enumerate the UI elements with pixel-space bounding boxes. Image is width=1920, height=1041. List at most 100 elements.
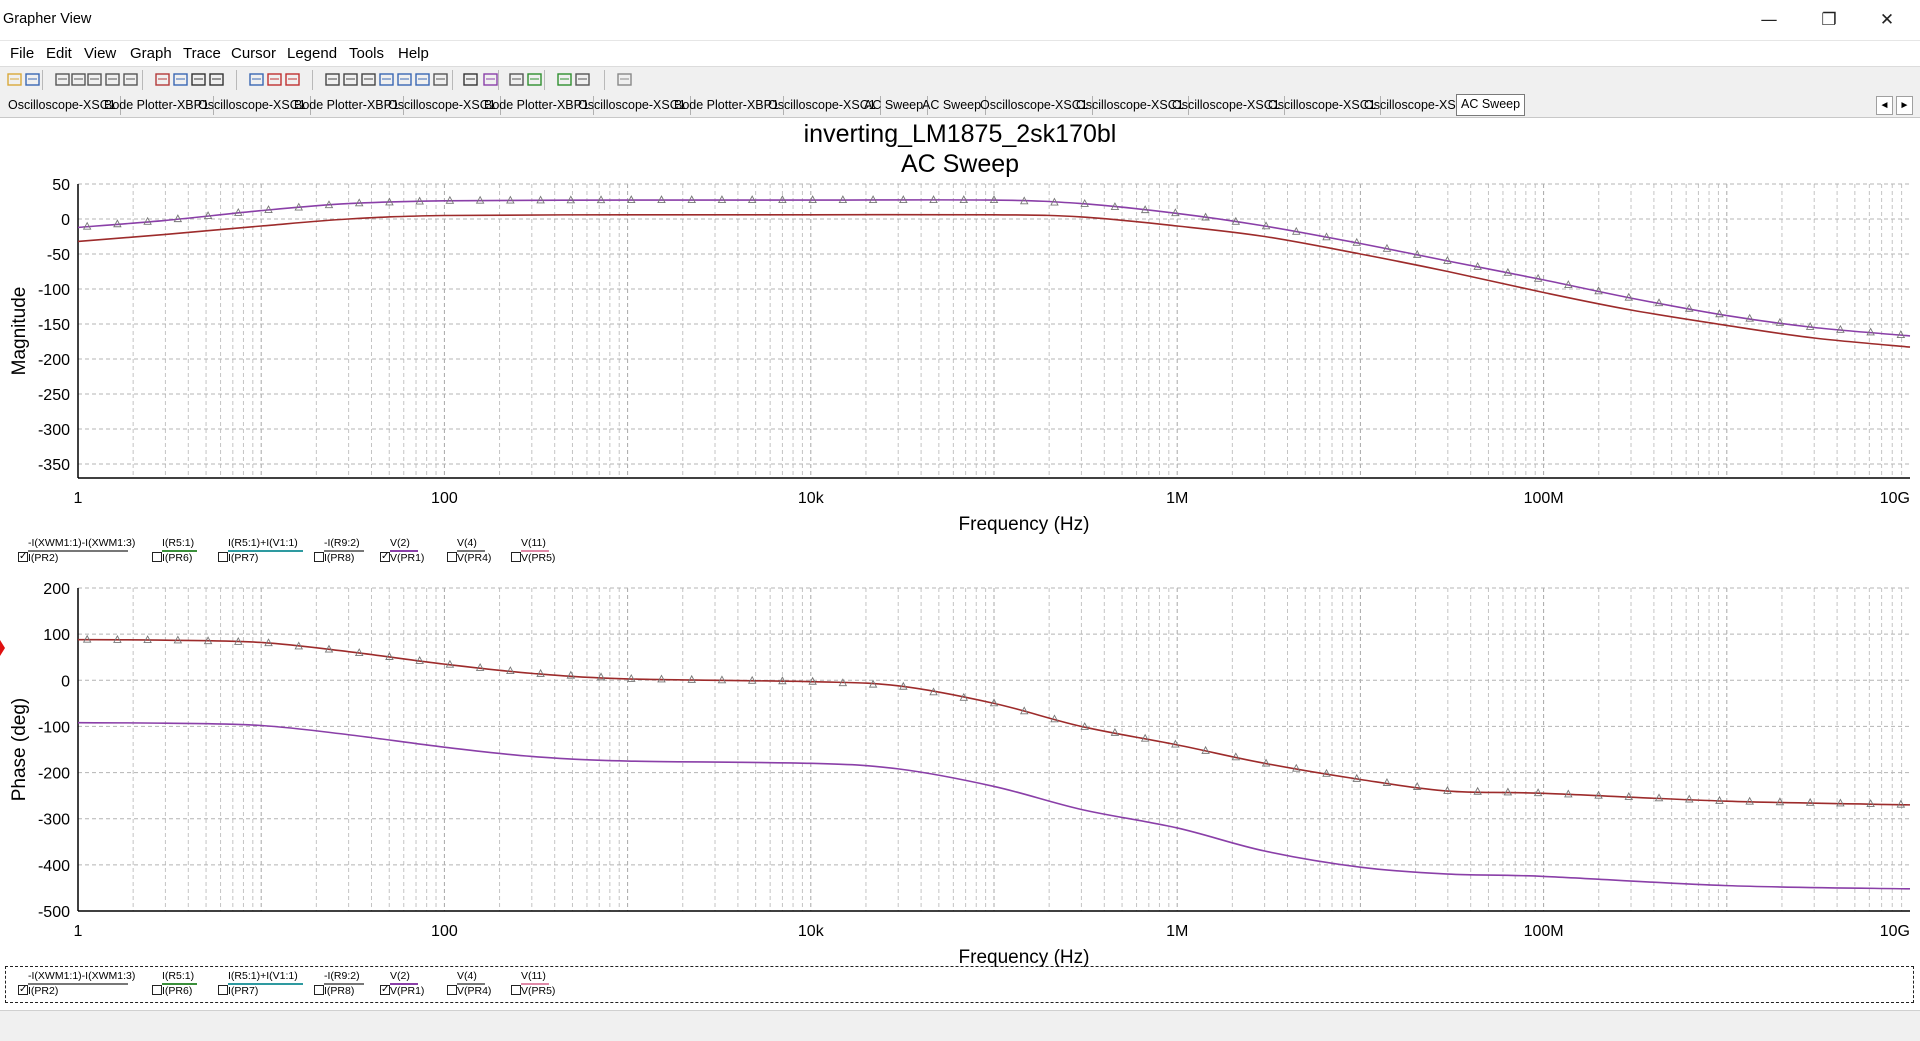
lower-legend-frame[interactable] — [5, 966, 1914, 1003]
tab-scroll-right[interactable]: ► — [1896, 96, 1913, 115]
cursors-button[interactable] — [190, 71, 207, 88]
zoom-in-button[interactable] — [324, 71, 341, 88]
menu-cursor[interactable]: Cursor — [231, 45, 277, 62]
zoom-out-button[interactable] — [342, 71, 359, 88]
text-button[interactable] — [462, 71, 479, 88]
minimize-button[interactable]: — — [1740, 0, 1798, 40]
export-excel-button[interactable] — [526, 71, 543, 88]
trace-marker-button[interactable] — [284, 71, 301, 88]
legend-checkbox[interactable]: ✓ — [18, 551, 28, 562]
toolbar-separator — [498, 70, 499, 90]
legend-probe-name: I(PR6) — [162, 985, 193, 997]
tab-ac-sweep[interactable]: AC Sweep — [860, 96, 929, 115]
print-button[interactable] — [122, 71, 139, 88]
legend-expression: -I(R9:2) — [324, 970, 360, 982]
legend-color-swatch — [228, 983, 303, 985]
legend-checkbox[interactable] — [447, 552, 457, 562]
tab-bode-plotter-xbp1[interactable]: Bode Plotter-XBP1 — [480, 96, 594, 115]
copy-graph-button[interactable] — [574, 71, 591, 88]
zoom-x-button[interactable] — [396, 71, 413, 88]
paste-button[interactable] — [104, 71, 121, 88]
undo-button[interactable] — [54, 71, 71, 88]
toolbar-separator — [236, 70, 237, 90]
export-lab-button[interactable] — [556, 71, 573, 88]
legend-checkbox[interactable] — [314, 985, 324, 995]
tab-bode-plotter-xbp1[interactable]: Bode Plotter-XBP1 — [670, 96, 784, 115]
menu-edit[interactable]: Edit — [46, 45, 72, 62]
data-point-marker — [657, 674, 666, 683]
graph-panel[interactable]: inverting_LM1875_2sk170bl AC Sweep 50 0 -5… — [0, 118, 1920, 1008]
trace-overlay-button[interactable] — [482, 71, 499, 88]
stop-button[interactable] — [616, 71, 633, 88]
menu-file[interactable]: File — [10, 45, 35, 62]
zoom-y-button[interactable] — [414, 71, 431, 88]
legend-checkbox[interactable]: ✓ — [18, 984, 28, 995]
tab-oscilloscope-xsc1[interactable]: Oscilloscope-XSC1 — [976, 96, 1093, 115]
legend-checkbox[interactable] — [314, 552, 324, 562]
menu-tools[interactable]: Tools — [349, 45, 385, 62]
restore-button[interactable]: ❐ — [1800, 0, 1858, 40]
menu-help[interactable]: Help — [398, 45, 429, 62]
tab-bode-plotter-xbp1[interactable]: Bode Plotter-XBP1 — [100, 96, 214, 115]
open-button[interactable] — [6, 71, 23, 88]
menu-view[interactable]: View — [84, 45, 117, 62]
data-point-marker — [1503, 787, 1513, 796]
tab-scroll-left[interactable]: ◄ — [1876, 96, 1893, 115]
tab-oscilloscope-xsc1[interactable]: Oscilloscope-XSC1 — [574, 96, 691, 115]
export-button[interactable] — [208, 71, 225, 88]
menu-legend[interactable]: Legend — [287, 45, 338, 62]
menu-trace[interactable]: Trace — [183, 45, 221, 62]
save-button[interactable] — [24, 71, 41, 88]
menu-graph[interactable]: Graph — [130, 45, 172, 62]
trace-line-button[interactable] — [248, 71, 265, 88]
close-button[interactable]: ✕ — [1858, 0, 1916, 40]
data-point-marker — [1231, 216, 1241, 225]
tab-oscilloscope-xsc1[interactable]: Oscilloscope-XSC1 — [1072, 96, 1189, 115]
tab-oscilloscope-xsc1[interactable]: Oscilloscope-XSC1 — [384, 96, 501, 115]
tab-oscilloscope-xsc1[interactable]: Oscilloscope-XSC1 — [764, 96, 881, 115]
trace-points-button[interactable] — [266, 71, 283, 88]
cut-button[interactable] — [70, 71, 87, 88]
show-legend-button[interactable] — [172, 71, 189, 88]
legend-color-swatch — [324, 983, 364, 985]
legend-checkbox[interactable] — [218, 552, 228, 562]
data-point-marker — [1836, 324, 1845, 333]
data-point-marker — [959, 692, 969, 701]
tab-oscilloscope-xsc1[interactable]: Oscilloscope-XSC1 — [194, 96, 311, 115]
data-point-marker — [868, 679, 878, 688]
legend-checkbox[interactable] — [447, 985, 457, 995]
tab-oscilloscope-xsc1[interactable]: Oscilloscope-XSC1 — [1264, 96, 1381, 115]
legend-color-swatch — [162, 550, 197, 552]
legend-checkbox[interactable] — [511, 552, 521, 562]
legend-checkbox[interactable] — [511, 985, 521, 995]
data-point-marker — [1715, 309, 1724, 318]
legend-checkbox[interactable] — [152, 552, 162, 562]
grapher-props-button[interactable] — [508, 71, 525, 88]
tab-oscilloscope-xsc1[interactable]: Oscilloscope-XSC1 — [1168, 96, 1285, 115]
grid-button[interactable] — [154, 71, 171, 88]
status-bar — [0, 1010, 1920, 1041]
tab-oscilloscope-xsc1[interactable]: Oscilloscope-XSC1 — [4, 96, 121, 115]
zoom-full-button[interactable] — [378, 71, 395, 88]
legend-checkbox[interactable] — [218, 985, 228, 995]
data-point-marker — [1624, 292, 1634, 301]
toolbar — [0, 66, 1920, 94]
data-point-marker — [566, 670, 576, 679]
copy-button[interactable] — [86, 71, 103, 88]
tab-ac-sweep[interactable]: AC Sweep — [1456, 94, 1526, 116]
data-point-marker — [264, 638, 273, 647]
legend-checkbox[interactable] — [152, 985, 162, 995]
tab-ac-sweep[interactable]: AC Sweep — [918, 96, 987, 115]
legend-checkbox[interactable]: ✓ — [380, 551, 390, 562]
pan-button[interactable] — [432, 71, 449, 88]
grid-icon — [155, 73, 170, 86]
zoom-area-button[interactable] — [360, 71, 377, 88]
show-legend-icon — [173, 73, 188, 86]
data-point-marker — [1896, 799, 1906, 808]
data-point-marker — [173, 635, 183, 644]
tab-bode-plotter-xbp1[interactable]: Bode Plotter-XBP1 — [290, 96, 404, 115]
legend-expression: V(11) — [521, 537, 546, 549]
data-point-marker — [1050, 714, 1059, 723]
legend-checkbox[interactable]: ✓ — [380, 984, 390, 995]
